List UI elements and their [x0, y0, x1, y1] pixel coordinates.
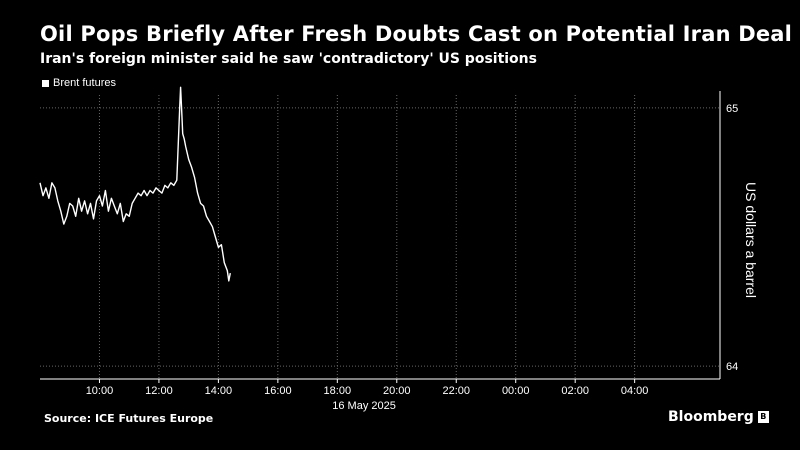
x-tick-label: 02:00: [561, 385, 589, 397]
x-tick-label: 22:00: [442, 385, 470, 397]
legend-label-brent: Brent futures: [53, 77, 116, 89]
legend-swatch: [42, 79, 49, 87]
x-tick-label: 04:00: [621, 385, 649, 397]
x-tick-label: 18:00: [324, 385, 352, 397]
bloomberg-mark-icon: B: [757, 411, 769, 423]
legend: Brent futures: [42, 77, 116, 89]
y-axis-title: US dollars a barrel: [743, 182, 759, 298]
x-tick-label: 14:00: [205, 385, 233, 397]
series-line-brent-futures: [39, 86, 231, 282]
brand-name: Bloomberg: [668, 409, 754, 425]
x-tick-label: 10:00: [86, 385, 114, 397]
chart-subtitle: Iran's foreign minister said he saw 'con…: [40, 51, 537, 67]
source-note: Source: ICE Futures Europe: [44, 412, 214, 425]
y-tick-label: 65: [726, 103, 738, 115]
chart-title: Oil Pops Briefly After Fresh Doubts Cast…: [40, 22, 793, 46]
x-tick-label: 16:00: [264, 385, 292, 397]
x-tick-label: 00:00: [502, 385, 530, 397]
x-tick-label: 12:00: [145, 385, 173, 397]
x-tick-label: 20:00: [383, 385, 411, 397]
x-date-label: 16 May 2025: [332, 400, 396, 412]
y-tick-label: 64: [726, 361, 738, 373]
bloomberg-logo: Bloomberg B: [668, 409, 769, 425]
